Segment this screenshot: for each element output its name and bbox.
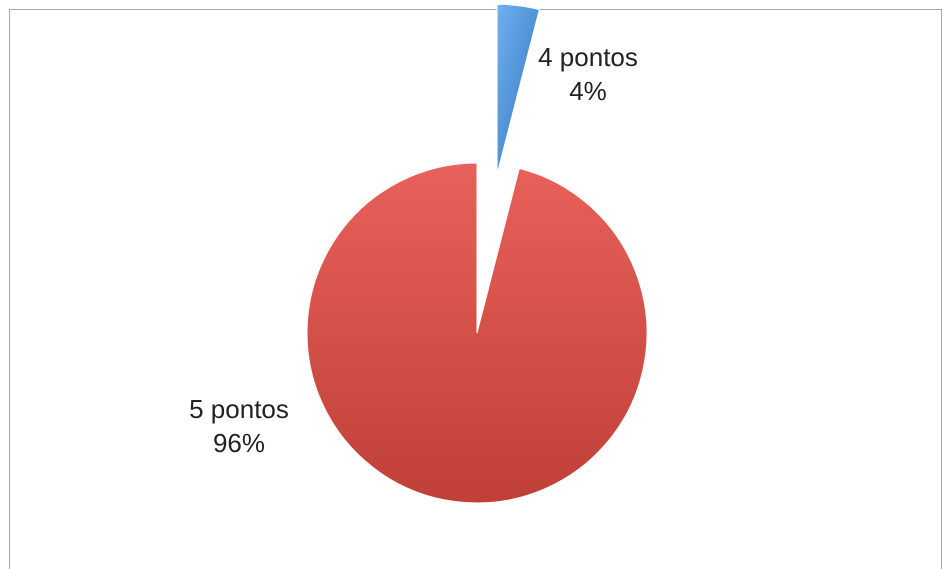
pie-slice-5-pontos bbox=[306, 162, 648, 504]
slice-label-4-pontos-percent: 4% bbox=[569, 76, 607, 106]
slice-label-4-pontos-name: 4 pontos bbox=[538, 42, 638, 72]
slice-label-5-pontos-name: 5 pontos bbox=[189, 394, 289, 424]
pie-slice-4-pontos bbox=[496, 3, 540, 175]
pie-slices bbox=[306, 3, 648, 504]
slice-label-5-pontos-percent: 96% bbox=[213, 428, 265, 458]
